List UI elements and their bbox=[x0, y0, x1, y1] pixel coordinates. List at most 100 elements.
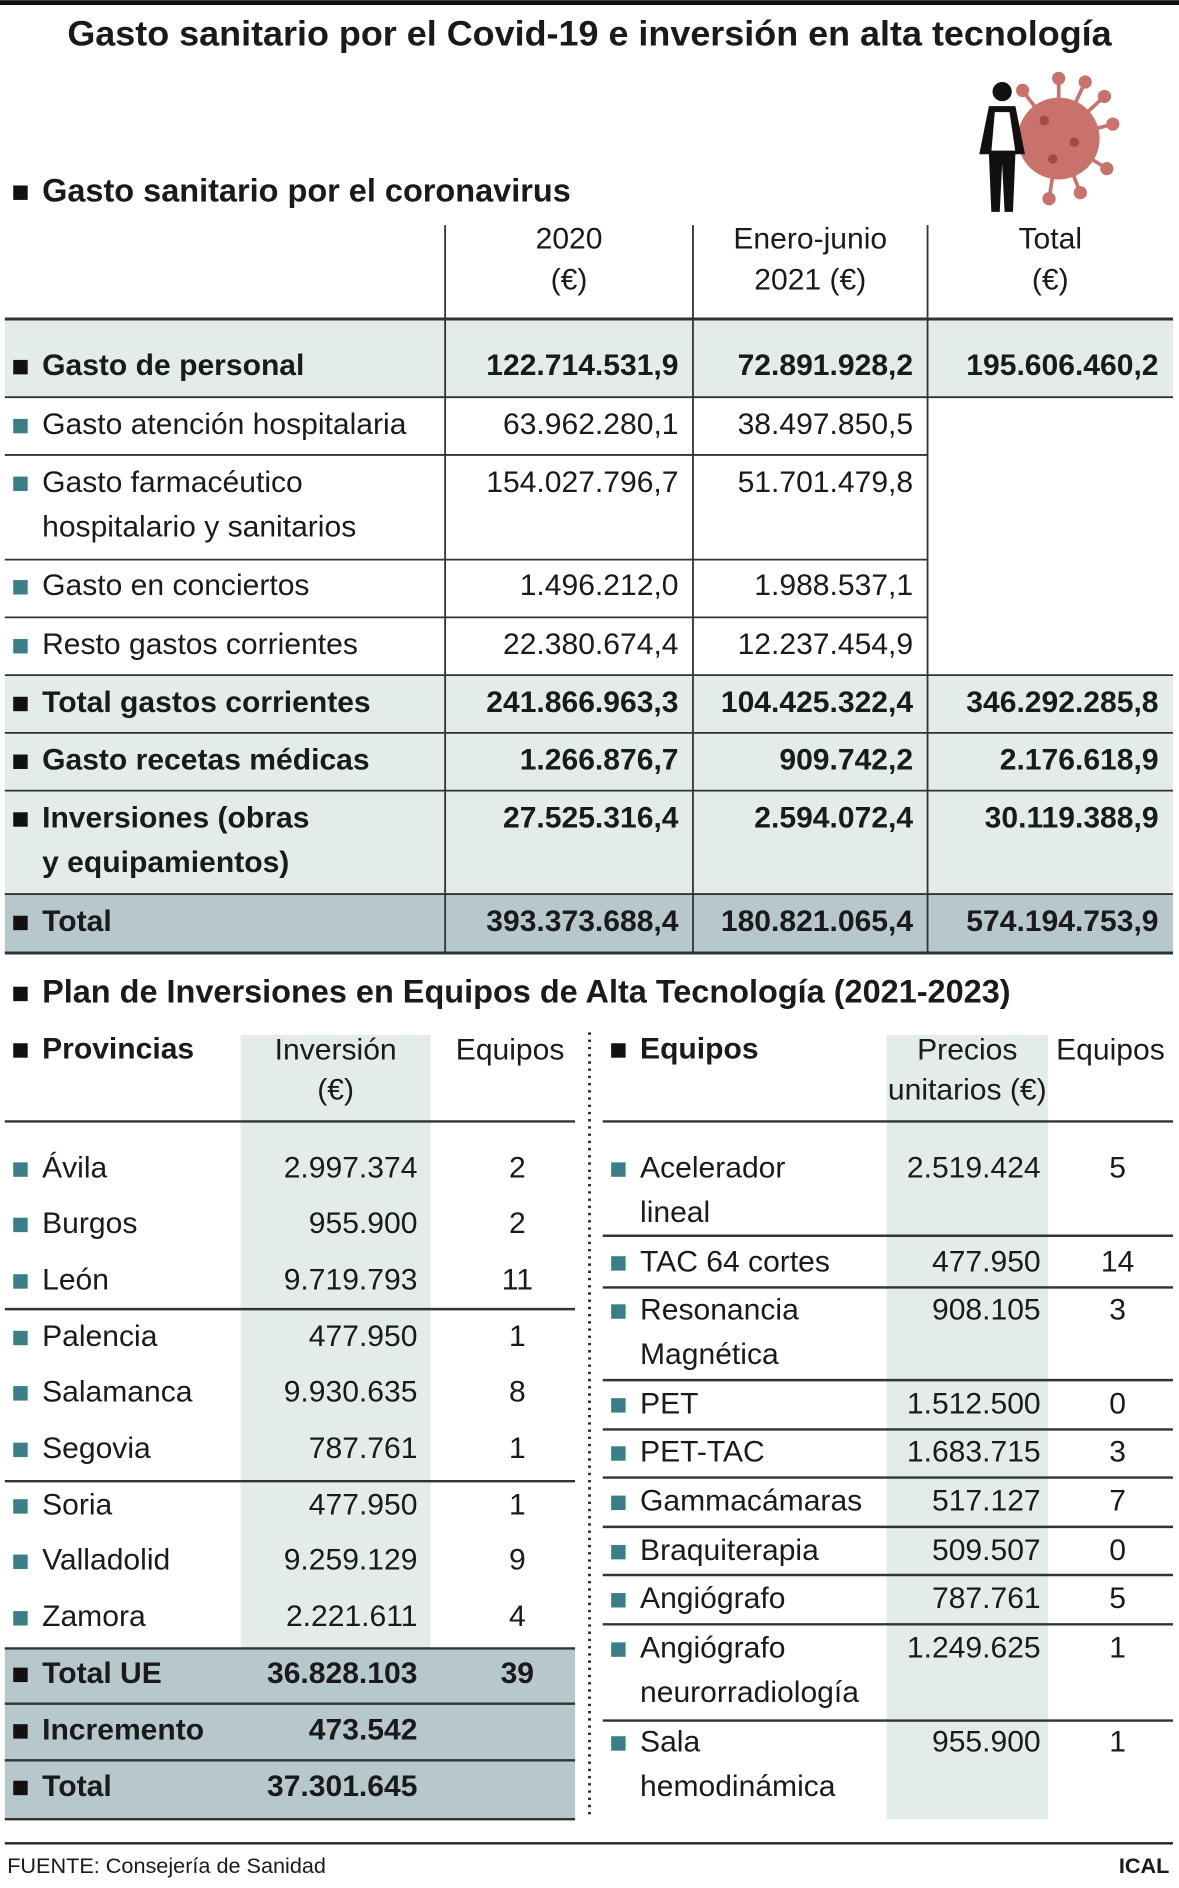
row-shade bbox=[4, 732, 1173, 791]
row-label: Salamanca bbox=[42, 1375, 193, 1408]
row-label: PET bbox=[640, 1387, 698, 1420]
row-shade bbox=[4, 1760, 576, 1820]
column-shade bbox=[886, 1034, 1048, 1820]
cell-count: 39 bbox=[501, 1657, 534, 1690]
cell-count: 9 bbox=[509, 1544, 526, 1577]
bullet bbox=[611, 1544, 626, 1560]
cell-value: 787.761 bbox=[932, 1582, 1041, 1615]
credit: ICAL bbox=[1119, 1853, 1170, 1878]
cell-value: 909.742,2 bbox=[779, 744, 913, 777]
row-label: hemodinámica bbox=[640, 1770, 836, 1803]
row-label: Total UE bbox=[42, 1657, 162, 1690]
row-label: neurorradiología bbox=[640, 1676, 859, 1709]
column-header: unitarios (€) bbox=[888, 1073, 1047, 1106]
column-header: 2020 bbox=[536, 223, 603, 256]
row-shade bbox=[4, 790, 1173, 895]
bullet bbox=[13, 1611, 28, 1626]
row-shade bbox=[4, 1703, 576, 1761]
bullet bbox=[13, 915, 28, 931]
cell-value: 2.997.374 bbox=[284, 1152, 418, 1185]
cell-value: 72.891.928,2 bbox=[738, 349, 914, 382]
row-label: Acelerador bbox=[640, 1152, 785, 1185]
row-label: Valladolid bbox=[42, 1544, 170, 1577]
row-label: Inversiones (obras bbox=[42, 801, 309, 834]
row-label: Braquiterapia bbox=[640, 1534, 819, 1567]
cell-value: 180.821.065,4 bbox=[721, 905, 914, 938]
bullet bbox=[13, 1724, 28, 1739]
cell-value: 27.525.316,4 bbox=[503, 801, 679, 834]
cell-value: 63.962.280,1 bbox=[503, 408, 679, 441]
cell-count: 1 bbox=[1109, 1725, 1126, 1758]
bullet bbox=[611, 1304, 626, 1319]
cell-value: 36.828.103 bbox=[267, 1657, 417, 1690]
cell-value: 9.719.793 bbox=[284, 1263, 418, 1296]
row-label: Angiógrafo bbox=[640, 1582, 785, 1615]
row-label: Palencia bbox=[42, 1320, 158, 1353]
cell-count: 3 bbox=[1109, 1293, 1126, 1326]
cell-value: 122.714.531,9 bbox=[486, 349, 678, 382]
bullet bbox=[13, 1499, 28, 1514]
column-header: Equipos bbox=[640, 1032, 759, 1065]
column-header: (€) bbox=[317, 1073, 354, 1106]
column-header: (€) bbox=[1032, 264, 1069, 297]
row-shade bbox=[4, 675, 1173, 733]
column-header: Provincias bbox=[42, 1032, 194, 1065]
cell-value: 38.497.850,5 bbox=[738, 408, 914, 441]
row-label: PET-TAC bbox=[640, 1435, 765, 1468]
cell-value: 1.266.876,7 bbox=[520, 744, 679, 777]
column-header: Precios bbox=[917, 1034, 1017, 1067]
column-header: Enero-junio bbox=[733, 223, 887, 256]
row-label: Total gastos corrientes bbox=[42, 686, 371, 719]
cell-value: 574.194.753,9 bbox=[966, 905, 1158, 938]
cell-value: 1.988.537,1 bbox=[754, 569, 913, 602]
row-label: TAC 64 cortes bbox=[640, 1245, 830, 1278]
row-label: Sala bbox=[640, 1725, 700, 1758]
cell-count: 5 bbox=[1109, 1152, 1126, 1185]
column-header: Total bbox=[1019, 223, 1083, 256]
bullet bbox=[13, 1330, 28, 1346]
cell-count: 14 bbox=[1101, 1245, 1134, 1278]
cell-value: 2.594.072,4 bbox=[754, 801, 913, 834]
section-heading: Plan de Inversiones en Equipos de Alta T… bbox=[42, 974, 1010, 1010]
cell-count: 7 bbox=[1109, 1485, 1126, 1518]
cell-count: 11 bbox=[502, 1263, 533, 1296]
row-label: Gammacámaras bbox=[640, 1485, 862, 1518]
row-label: Resonancia bbox=[640, 1293, 799, 1326]
cell-value: 955.900 bbox=[309, 1207, 418, 1240]
cell-value: 154.027.796,7 bbox=[486, 466, 678, 499]
bullet bbox=[13, 1780, 28, 1796]
cell-value: 2.176.618,9 bbox=[1000, 744, 1159, 777]
bullet bbox=[13, 1554, 28, 1569]
cell-value: 30.119.388,9 bbox=[985, 801, 1159, 834]
row-label: Gasto recetas médicas bbox=[42, 744, 370, 777]
cell-value: 509.507 bbox=[932, 1534, 1041, 1567]
cell-value: 477.950 bbox=[309, 1488, 418, 1521]
cell-value: 2.519.424 bbox=[907, 1152, 1041, 1185]
row-shade bbox=[4, 894, 1173, 954]
column-header: Equipos bbox=[1056, 1034, 1165, 1067]
cell-value: 517.127 bbox=[932, 1485, 1041, 1518]
bullet bbox=[611, 1593, 626, 1608]
cell-value: 477.950 bbox=[309, 1320, 418, 1353]
row-shade bbox=[4, 319, 1173, 398]
section-heading: Gasto sanitario por el coronavirus bbox=[42, 172, 571, 208]
cell-count: 4 bbox=[509, 1600, 526, 1633]
cell-value: 1.496.212,0 bbox=[520, 569, 679, 602]
cell-count: 1 bbox=[1109, 1632, 1126, 1665]
column-header: Inversión bbox=[275, 1034, 397, 1067]
row-label: Magnética bbox=[640, 1338, 779, 1371]
cell-value: 9.259.129 bbox=[284, 1544, 418, 1577]
cell-count: 5 bbox=[1109, 1582, 1126, 1615]
cell-count: 1 bbox=[509, 1320, 526, 1353]
illustration bbox=[979, 71, 1120, 212]
row-label: hospitalario y sanitarios bbox=[42, 510, 356, 543]
cell-count: 8 bbox=[509, 1375, 526, 1408]
cell-value: 2.221.611 bbox=[286, 1600, 418, 1633]
source: FUENTE: Consejería de Sanidad bbox=[7, 1853, 326, 1878]
cell-count: 0 bbox=[1109, 1387, 1126, 1420]
bullet bbox=[13, 185, 28, 200]
cell-value: 51.701.479,8 bbox=[738, 466, 914, 499]
bullet bbox=[611, 1495, 626, 1511]
row-label: Total bbox=[42, 905, 112, 938]
bullet bbox=[13, 1043, 28, 1058]
